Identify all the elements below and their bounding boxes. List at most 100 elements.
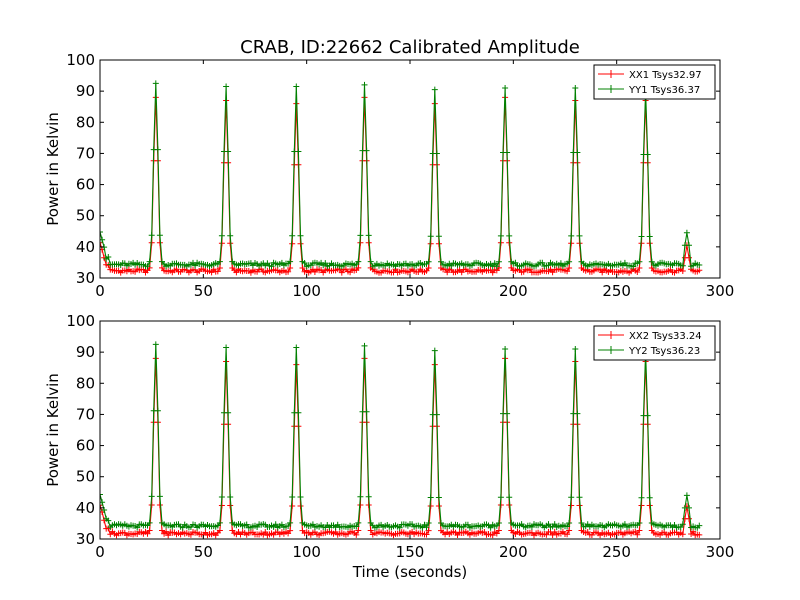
data-point — [444, 269, 451, 276]
legend-label-xx2: XX2 Tsys33.24 — [629, 331, 702, 342]
data-point — [216, 258, 223, 265]
data-point — [152, 341, 159, 348]
data-point — [679, 521, 686, 528]
data-point — [216, 519, 223, 526]
series-layer-top — [100, 80, 703, 276]
y-tick-label: 60 — [76, 437, 95, 455]
data-point — [272, 521, 279, 528]
data-point — [146, 527, 153, 534]
data-point — [696, 531, 703, 538]
plot-top: 0 50 100 150 200 250 300 30 40 50 60 70 80 90 100 Powe… — [44, 51, 734, 300]
data-point — [487, 524, 494, 531]
data-point — [636, 258, 643, 265]
data-point — [696, 267, 703, 274]
legend-label-yy1: YY1 Tsys36.37 — [628, 85, 700, 96]
data-point — [225, 409, 232, 416]
series-xx1 — [100, 94, 703, 276]
data-point — [367, 527, 374, 534]
data-point — [679, 531, 686, 538]
x-tick-label: 50 — [194, 543, 213, 561]
y-tick-label: 30 — [76, 530, 95, 548]
x-tick-label: 100 — [292, 543, 321, 561]
data-point — [293, 83, 300, 90]
data-point — [268, 263, 275, 270]
data-point — [357, 493, 364, 500]
y-tick-label: 70 — [76, 405, 95, 423]
x-tick-label: 100 — [292, 282, 321, 300]
x-tick-label: 200 — [499, 282, 528, 300]
data-point — [146, 258, 153, 265]
data-point — [396, 524, 403, 531]
data-point — [159, 527, 165, 534]
ticks-bottom: 0 50 100 150 200 250 300 30 40 50 60 70 80 90 100 — [66, 312, 734, 561]
data-point — [285, 523, 292, 529]
data-point — [506, 232, 513, 239]
data-point — [287, 258, 294, 265]
x-tick-label: 250 — [602, 543, 631, 561]
x-tick-label: 300 — [706, 543, 735, 561]
data-point — [646, 494, 653, 501]
data-point — [105, 517, 112, 524]
data-point — [423, 524, 430, 531]
data-point — [297, 232, 304, 239]
data-point — [355, 264, 362, 271]
data-point — [634, 269, 641, 275]
data-point — [568, 494, 575, 501]
data-point — [634, 531, 641, 538]
data-point — [564, 531, 571, 538]
data-point — [423, 531, 430, 538]
data-point — [572, 346, 579, 352]
y-tick-label: 100 — [66, 312, 95, 330]
y-tick-label: 50 — [76, 468, 95, 486]
data-point — [100, 229, 103, 235]
data-point — [146, 519, 153, 526]
data-point — [683, 229, 690, 236]
data-point — [576, 494, 583, 501]
x-axis-label-bottom: Time (seconds) — [352, 563, 468, 581]
data-point — [295, 409, 302, 416]
plot-bottom: 0 50 100 150 200 250 300 30 40 50 60 70 80 90 100 Powe… — [44, 312, 734, 581]
data-point — [435, 233, 442, 240]
data-point — [425, 527, 432, 534]
data-point — [686, 515, 692, 522]
data-point — [216, 265, 223, 271]
data-point — [225, 148, 232, 155]
data-point — [262, 529, 269, 535]
data-point — [289, 494, 296, 500]
data-point — [504, 149, 511, 156]
data-point — [679, 268, 686, 274]
data-point — [361, 81, 368, 88]
data-point — [208, 269, 215, 276]
data-point — [686, 254, 692, 261]
legend-bottom: XX2 Tsys33.24 YY2 Tsys36.23 — [593, 325, 716, 361]
data-point — [433, 411, 440, 418]
data-point — [427, 233, 434, 240]
data-point — [495, 527, 502, 534]
data-point — [144, 263, 151, 270]
data-point — [690, 528, 697, 535]
data-point — [293, 344, 300, 351]
data-point — [566, 265, 573, 271]
data-point — [578, 520, 585, 526]
data-point — [431, 86, 438, 93]
data-point — [696, 522, 703, 529]
data-point — [355, 519, 362, 526]
data-point — [165, 532, 172, 539]
data-point — [425, 520, 432, 526]
y-tick-label: 80 — [76, 374, 95, 392]
legend-box-top — [593, 64, 716, 100]
data-point — [686, 242, 692, 249]
data-point — [223, 344, 230, 351]
data-point — [355, 258, 362, 265]
data-point — [638, 494, 645, 501]
data-point — [644, 151, 651, 158]
data-point — [683, 492, 690, 499]
data-point — [287, 519, 294, 526]
data-point — [489, 532, 496, 539]
data-point — [599, 269, 606, 276]
y-tick-label: 80 — [76, 113, 95, 131]
data-point — [289, 232, 296, 239]
x-tick-label: 0 — [95, 543, 105, 561]
y-tick-label: 50 — [76, 207, 95, 225]
series-xx2 — [100, 355, 703, 539]
